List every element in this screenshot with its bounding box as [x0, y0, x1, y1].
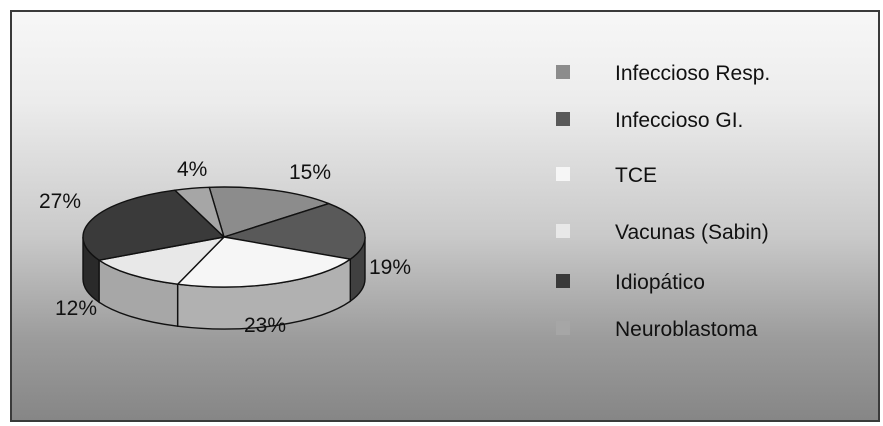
legend-item-infeccioso-resp: Infeccioso Resp.: [556, 62, 856, 86]
legend-label-infeccioso-gi: Infeccioso GI.: [615, 109, 744, 132]
pct-label-infeccioso-gi: 19%: [369, 256, 412, 279]
pct-label-infeccioso-resp: 15%: [289, 161, 332, 184]
legend-swatch-neuroblastoma: [556, 321, 570, 335]
pie-slice-vacunas-sabin: [98, 236, 225, 285]
legend-item-infeccioso-gi: Infeccioso GI.: [556, 109, 856, 133]
legend-label-vacunas: Vacunas (Sabin): [615, 221, 769, 244]
pie-slice-neuroblastoma: [174, 186, 225, 238]
pie-slice-idiopatico: [82, 189, 225, 261]
pie-side-walls: [82, 236, 366, 330]
legend-label-tce: TCE: [615, 164, 657, 187]
legend-label-infeccioso-resp: Infeccioso Resp.: [615, 62, 771, 85]
legend-label-idiopatico: Idiopático: [615, 271, 705, 294]
pct-label-idiopatico: 27%: [39, 190, 82, 213]
pie-top: [82, 186, 366, 288]
pie-slice-tce: [176, 236, 351, 288]
legend-item-tce: TCE: [556, 164, 856, 188]
pie-slice-infeccioso-resp: [208, 186, 330, 238]
pct-label-vacunas: 12%: [55, 297, 98, 320]
legend-swatch-vacunas: [556, 224, 570, 238]
pie-slice-infeccioso-gi: [223, 202, 366, 260]
pct-label-tce: 23%: [244, 314, 287, 337]
chart-frame: 15% 19% 23% 12% 27% 4% Infeccioso Resp. …: [10, 10, 880, 422]
legend-swatch-idiopatico: [556, 274, 570, 288]
legend-swatch-infeccioso-gi: [556, 112, 570, 126]
legend-swatch-infeccioso-resp: [556, 65, 570, 79]
pct-label-neuroblastoma: 4%: [177, 158, 208, 181]
pie-chart: [82, 186, 366, 330]
legend-swatch-tce: [556, 167, 570, 181]
legend-item-idiopatico: Idiopático: [556, 271, 856, 295]
legend-item-neuroblastoma: Neuroblastoma: [556, 318, 856, 342]
legend-label-neuroblastoma: Neuroblastoma: [615, 318, 758, 341]
legend-item-vacunas: Vacunas (Sabin): [556, 221, 856, 245]
